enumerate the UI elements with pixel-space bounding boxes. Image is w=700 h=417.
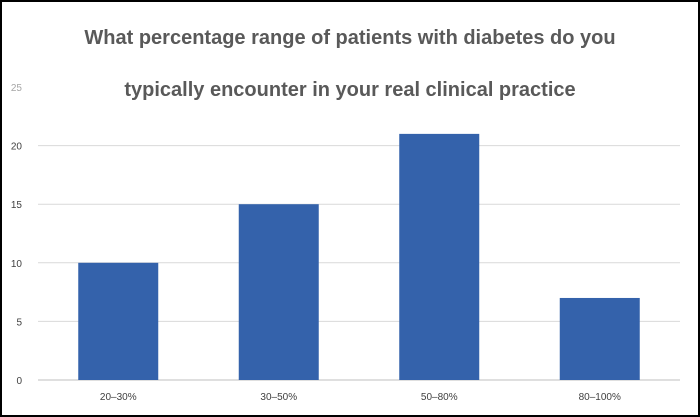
- chart-title-line-1: What percentage range of patients with d…: [84, 27, 616, 49]
- bar-50-80-: [399, 133, 480, 380]
- y-tick-label: 20: [11, 142, 23, 153]
- bar-20-30-: [78, 262, 159, 380]
- y-tick-label: 5: [16, 317, 22, 328]
- chart-title-line-2: typically encounter in your real clinica…: [124, 79, 576, 101]
- y-tick-label: 25: [11, 83, 23, 94]
- x-tick-label: 20–30%: [100, 392, 137, 403]
- x-tick-label: 50–80%: [421, 392, 458, 403]
- x-axis-ticks: 20–30% 30–50% 50–80% 80–100%: [100, 392, 621, 403]
- bars: [78, 133, 640, 380]
- y-tick-label: 10: [11, 259, 23, 270]
- y-tick-label: 0: [16, 376, 22, 387]
- bar-80-100-: [559, 297, 640, 380]
- chart-title: What percentage range of patients with d…: [2, 12, 698, 116]
- x-tick-label: 80–100%: [579, 392, 621, 403]
- y-axis-ticks: 0 5 10 15 20 25: [11, 83, 23, 387]
- bar-30-50-: [238, 204, 319, 380]
- y-tick-label: 15: [11, 200, 23, 211]
- x-tick-label: 30–50%: [260, 392, 297, 403]
